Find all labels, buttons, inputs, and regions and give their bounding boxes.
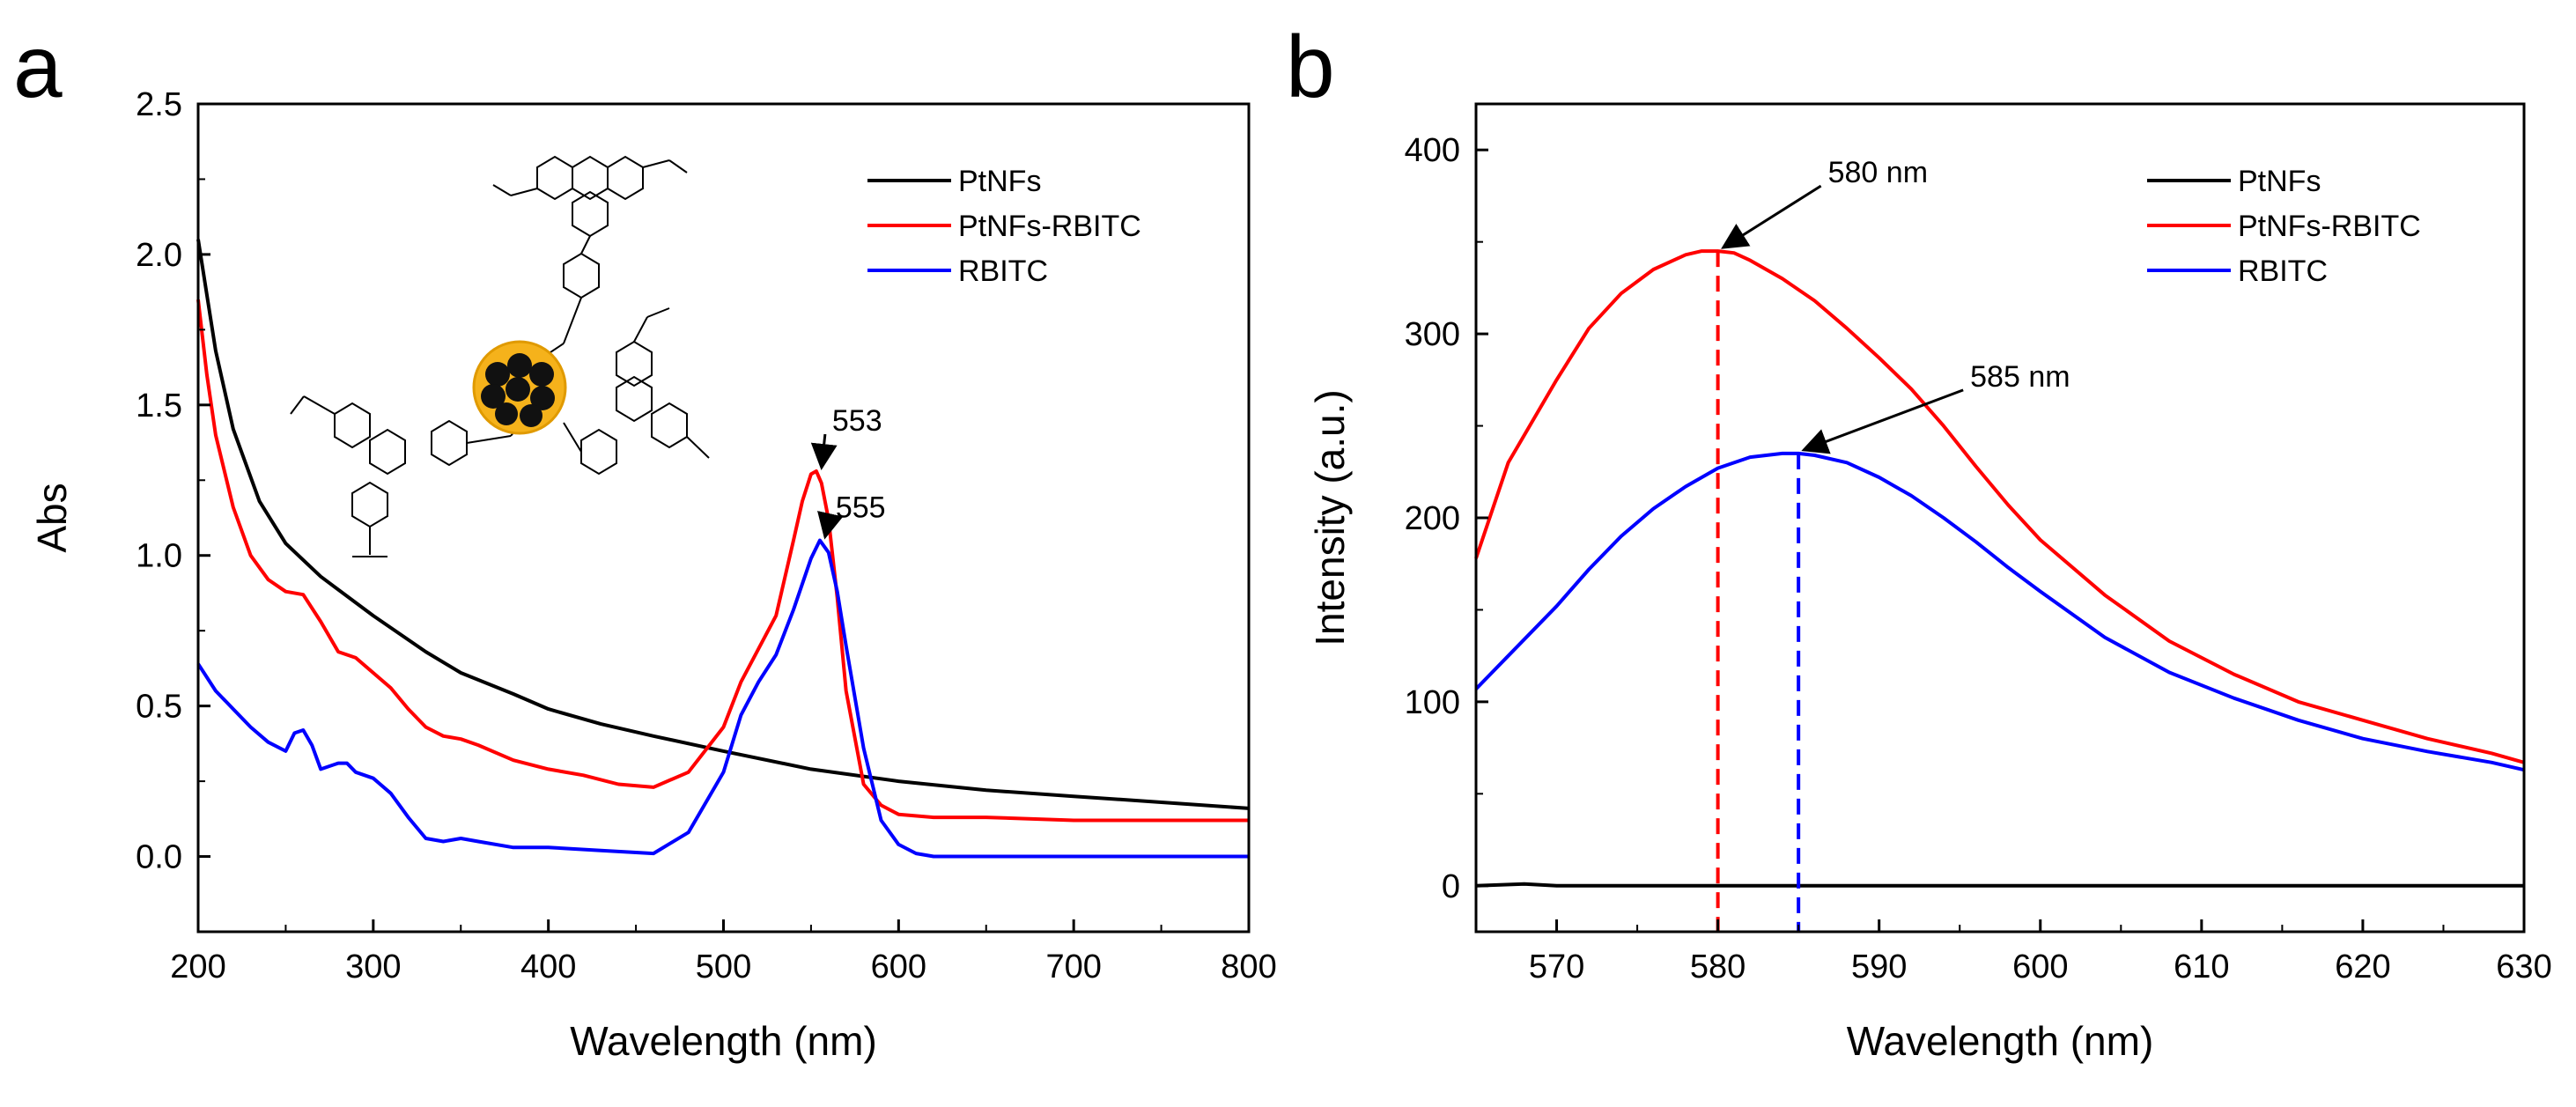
x-tick-label-a: 500	[696, 948, 751, 985]
y-tick-label-b: 0	[1442, 868, 1460, 905]
panel-a-plot-area: 200 300 400 500 600 700 800 0.0 0.5 1.0 1.5 2.0 2.5 W…	[29, 86, 1277, 1064]
y-axis-title-a: Abs	[29, 483, 75, 552]
y-tick-label-a: 2.5	[136, 86, 182, 123]
y-tick-label-b: 100	[1405, 684, 1460, 721]
annotation-arrow-b-0	[1721, 184, 1822, 249]
y-axis-title-b: Intensity (a.u.)	[1307, 389, 1353, 646]
legend-label-a-rbitc: RBITC	[958, 255, 1048, 288]
y-tick-label-b: 200	[1405, 500, 1460, 537]
ptnf-nanoparticle-icon	[472, 340, 567, 435]
panel-letter-a: a	[13, 18, 63, 116]
y-tick-label-a: 1.0	[136, 538, 182, 575]
y-tick-label-b: 400	[1405, 132, 1460, 169]
y-tick-label-a: 0.5	[136, 689, 182, 726]
y-tick-label-a: 1.5	[136, 387, 182, 424]
series-line-b-ptnfs	[1475, 882, 2524, 888]
y-tick-label-a: 0.0	[136, 839, 182, 876]
panel-letter-b: b	[1286, 18, 1335, 116]
series-line-b-ptnfs-rbitc	[1474, 249, 2525, 764]
x-tick-label-a: 800	[1221, 948, 1276, 985]
annotation-arrow-b-1	[1801, 388, 1964, 454]
x-tick-label-a: 400	[520, 948, 576, 985]
series-line-b-rbitc	[1474, 451, 2525, 772]
x-tick-label-b: 620	[2335, 948, 2390, 985]
series-line-a-ptnfs-rbitc	[196, 299, 1249, 823]
y-tick-label-b: 300	[1405, 316, 1460, 353]
annotation-arrow-a-1	[817, 511, 844, 540]
x-tick-label-a: 200	[170, 948, 225, 985]
legend-label-a-ptnfs: PtNFs	[958, 165, 1041, 198]
x-axis-title-b: Wavelength (nm)	[1847, 1018, 2154, 1064]
x-tick-label-a: 600	[871, 948, 926, 985]
x-tick-label-b: 580	[1690, 948, 1746, 985]
panel-a: a	[13, 18, 1277, 1064]
legend-label-b-rbitc: RBITC	[2238, 255, 2328, 288]
x-tick-label-b: 590	[1851, 948, 1907, 985]
annotation-arrow-a-0	[810, 433, 838, 471]
annotation-label-b-1: 585 nm	[1970, 360, 2070, 394]
x-tick-label-a: 700	[1045, 948, 1101, 985]
x-tick-label-a: 300	[345, 948, 401, 985]
x-tick-label-b: 610	[2174, 948, 2229, 985]
x-tick-label-b: 600	[2012, 948, 2068, 985]
annotation-label-a-0: 553	[832, 404, 882, 438]
legend-label-b-ptnfs: PtNFs	[2238, 165, 2321, 198]
legend-label-b-ptnfs-rbitc: PtNFs-RBITC	[2238, 210, 2421, 243]
y-tick-label-a: 2.0	[136, 237, 182, 274]
annotation-label-a-1: 555	[836, 491, 886, 525]
series-line-a-ptnfs	[196, 239, 1250, 810]
annotation-label-b-0: 580 nm	[1828, 156, 1928, 189]
x-tick-label-b: 570	[1529, 948, 1584, 985]
x-tick-label-b: 630	[2496, 948, 2551, 985]
x-axis-title-a: Wavelength (nm)	[570, 1018, 877, 1064]
panel-b-plot-area: 570 580 590 600 610 620 630 0 100 200 300 400 Wavele…	[1307, 102, 2552, 1064]
legend-label-a-ptnfs-rbitc: PtNFs-RBITC	[958, 210, 1141, 243]
series-line-a-rbitc	[196, 538, 1249, 859]
panel-b: b 570 580 590 600 610 620 630 0 100 200 300 400 Wave…	[1286, 18, 2552, 1064]
rbitc-molecule-illustration	[290, 155, 710, 557]
